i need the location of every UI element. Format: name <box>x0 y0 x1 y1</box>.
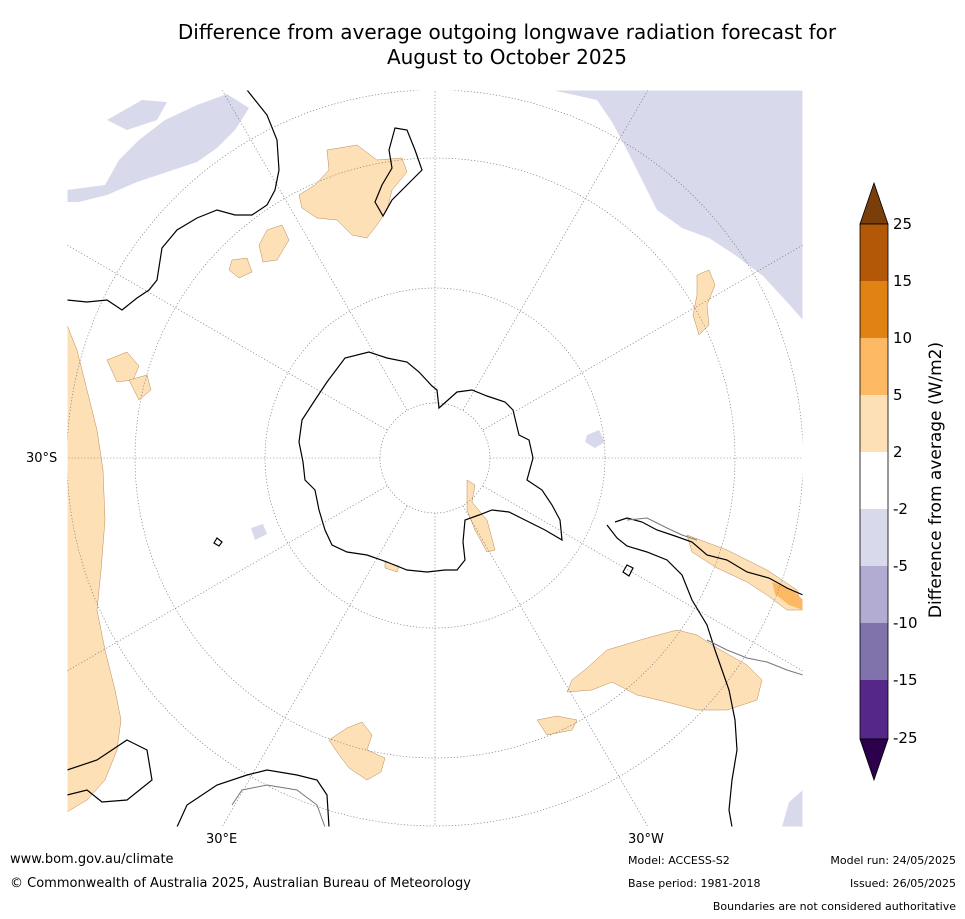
colorbar-label: Difference from average (W/m2) <box>926 341 946 619</box>
colorbar-band-2-5 <box>860 395 888 452</box>
title-line-2: August to October 2025 <box>386 45 628 69</box>
antarctica-coastline <box>298 351 563 573</box>
negative-anomaly-regions <box>67 90 803 827</box>
colorbar-tick-neg10: -10 <box>893 614 918 632</box>
south-america-coastline <box>614 517 803 596</box>
colorbar-max-arrow <box>859 181 889 225</box>
model-text: Model: ACCESS-S2 <box>628 854 730 867</box>
polar-map <box>67 90 803 827</box>
copyright-text: © Commonwealth of Australia 2025, Austra… <box>10 876 471 891</box>
website-text: www.bom.gov.au/climate <box>10 852 174 867</box>
issued-text: Issued: 26/05/2025 <box>849 877 956 890</box>
graticule <box>67 90 803 827</box>
colorbar <box>859 181 889 782</box>
new-zealand-coastline <box>374 127 423 218</box>
colorbar-min-arrow <box>859 738 889 782</box>
colorbar-tick-neg15: -15 <box>893 671 918 689</box>
colorbar-tick-5: 5 <box>893 386 903 404</box>
latitude-label-30s: 30°S <box>26 451 58 466</box>
longitude-label-30e: 30°E <box>206 832 238 847</box>
colorbar-tick-25: 25 <box>893 215 913 233</box>
colorbar-tick-neg25: -25 <box>893 729 918 747</box>
australia-coastline <box>67 739 153 803</box>
model-run-text: Model run: 24/05/2025 <box>830 854 956 867</box>
colorbar-tick-neg5: -5 <box>893 557 908 575</box>
colorbar-tick-2: 2 <box>893 443 903 461</box>
coastlines <box>67 90 803 827</box>
positive-anomaly-regions <box>67 144 803 813</box>
colorbar-band-neg15-neg25 <box>860 680 888 739</box>
longitude-label-30w: 30°W <box>628 832 664 847</box>
colorbar-tick-neg2: -2 <box>893 500 908 518</box>
colorbar-band-neg2-neg5 <box>860 509 888 566</box>
colorbar-tick-15: 15 <box>893 272 913 290</box>
base-period-text: Base period: 1981-2018 <box>628 877 761 890</box>
colorbar-tick-10: 10 <box>893 329 913 347</box>
disclaimer-text: Boundaries are not considered authoritat… <box>712 900 956 913</box>
colorbar-band-10-15 <box>860 281 888 338</box>
southern-africa-coastline <box>67 90 280 311</box>
colorbar-band-5-10 <box>860 338 888 395</box>
title-line-1: Difference from average outgoing longwav… <box>177 20 837 44</box>
country-borders <box>231 517 803 827</box>
colorbar-band-neutral <box>860 452 888 509</box>
colorbar-band-neg10-neg15 <box>860 623 888 680</box>
stronger-positive-anomaly <box>772 582 803 610</box>
colorbar-band-15-25 <box>860 224 888 281</box>
colorbar-band-neg5-neg10 <box>860 566 888 623</box>
map-title: Difference from average outgoing longwav… <box>67 20 947 70</box>
